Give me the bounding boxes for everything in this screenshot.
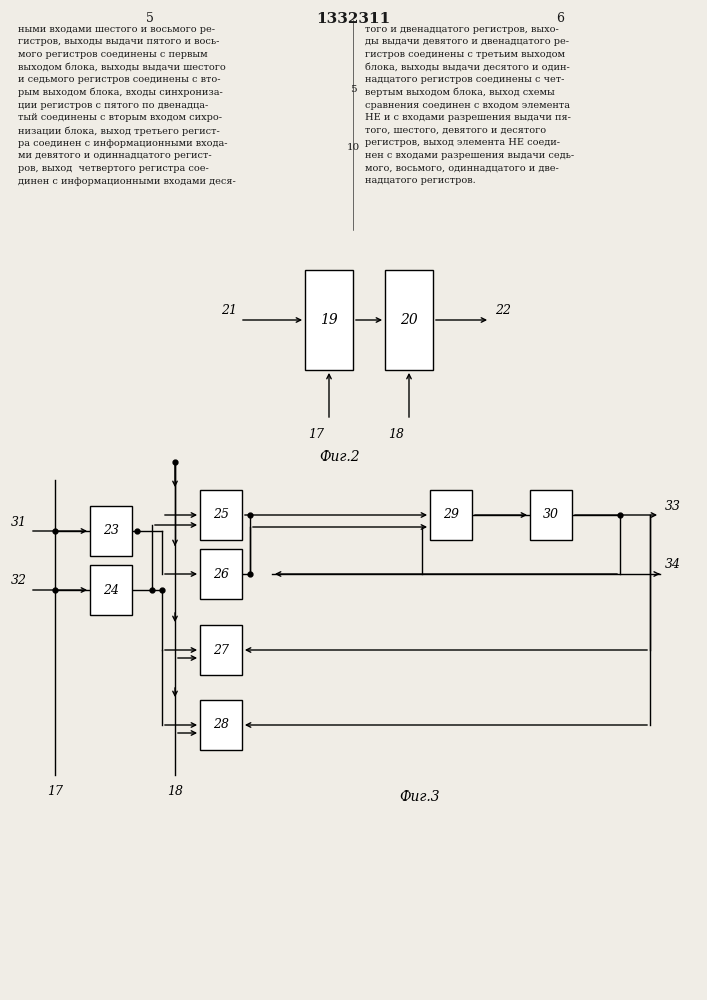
Text: 17: 17 [308, 428, 324, 441]
Text: 20: 20 [400, 313, 418, 327]
Text: 23: 23 [103, 524, 119, 538]
Bar [385, 270, 433, 370]
Bar [90, 506, 132, 556]
Bar [200, 490, 242, 540]
Bar [90, 565, 132, 615]
Text: 31: 31 [11, 516, 27, 528]
Text: 27: 27 [213, 644, 229, 656]
Bar [305, 270, 353, 370]
Text: 22: 22 [495, 304, 511, 316]
Text: 29: 29 [443, 508, 459, 522]
Text: 10: 10 [346, 143, 360, 152]
Text: Фиг.3: Фиг.3 [399, 790, 440, 804]
Text: 1332311: 1332311 [316, 12, 390, 26]
Text: 25: 25 [213, 508, 229, 522]
Text: 5: 5 [146, 12, 154, 25]
Text: 30: 30 [543, 508, 559, 522]
Text: 6: 6 [556, 12, 564, 25]
Text: Фиг.2: Фиг.2 [320, 450, 361, 464]
Text: 19: 19 [320, 313, 338, 327]
Text: 24: 24 [103, 584, 119, 596]
Text: 18: 18 [388, 428, 404, 441]
Text: ными входами шестого и восьмого ре-
гистров, выходы выдачи пятого и вось-
мого р: ными входами шестого и восьмого ре- гист… [18, 25, 235, 186]
Bar [530, 490, 572, 540]
Text: 21: 21 [221, 304, 237, 316]
Text: 34: 34 [665, 558, 681, 572]
Text: того и двенадцатого регистров, выхо-
ды выдачи девятого и двенадцатого ре-
гистр: того и двенадцатого регистров, выхо- ды … [365, 25, 574, 185]
Text: 17: 17 [47, 785, 63, 798]
Text: 28: 28 [213, 718, 229, 732]
Bar [200, 700, 242, 750]
Bar [200, 549, 242, 599]
Text: 5: 5 [350, 85, 356, 94]
Bar [430, 490, 472, 540]
Text: 18: 18 [167, 785, 183, 798]
Text: 32: 32 [11, 574, 27, 587]
Text: 33: 33 [665, 499, 681, 512]
Bar [200, 625, 242, 675]
Text: 26: 26 [213, 568, 229, 580]
